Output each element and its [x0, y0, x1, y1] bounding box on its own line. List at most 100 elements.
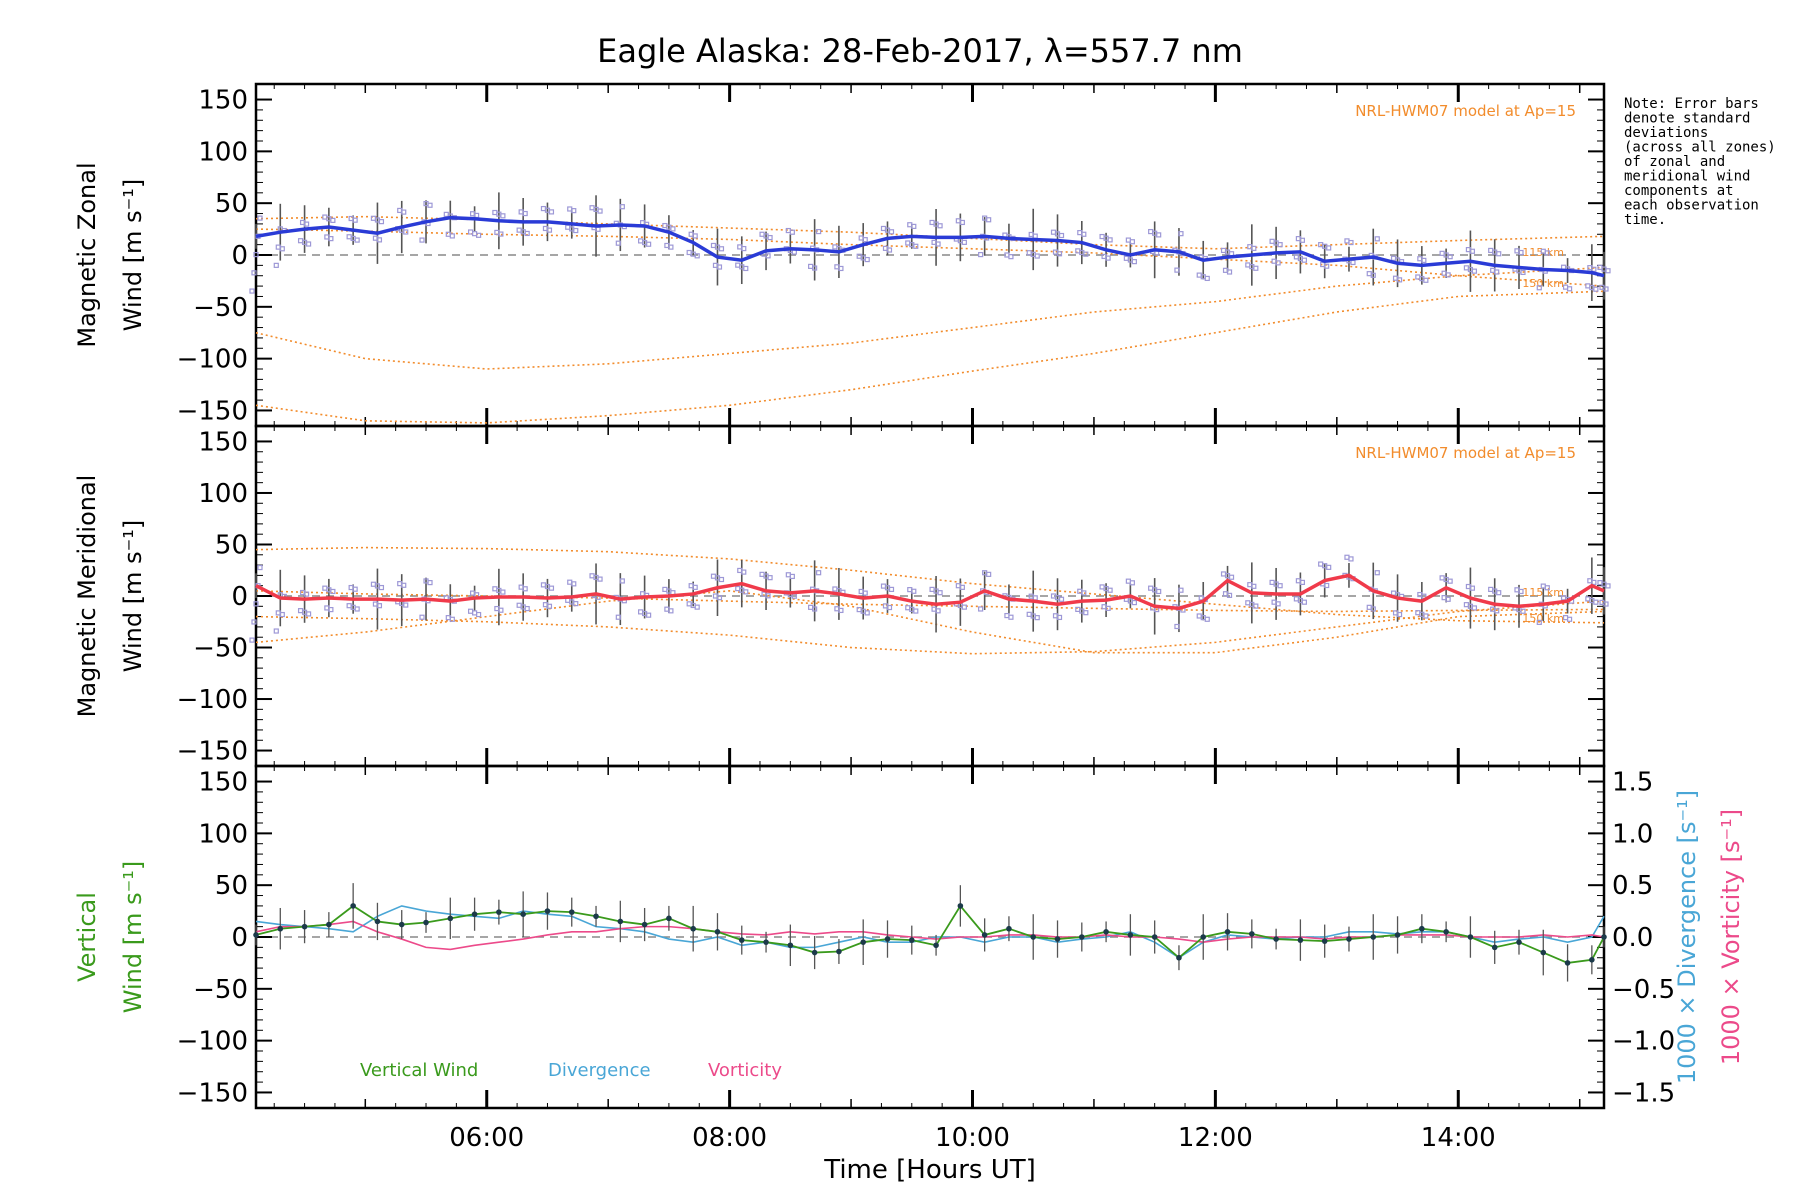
y-tick-label: −50 [193, 975, 248, 1005]
note-line: denote standard [1624, 111, 1750, 127]
wind-line [255, 215, 1605, 278]
vorticity-line [255, 920, 1605, 951]
vertical-wind-point [690, 925, 696, 932]
zone-sample [573, 227, 579, 234]
zone-sample [888, 229, 895, 235]
zone-sample [500, 589, 506, 595]
vertical-wind-point [301, 923, 308, 930]
zone-sample [1518, 588, 1524, 595]
vertical-wind-point [350, 903, 356, 909]
zone-sample [1083, 251, 1089, 257]
wind-line [255, 573, 1605, 611]
zone-sample [1536, 285, 1542, 291]
model-label: NRL-HWM07 model at Ap=15 [1355, 444, 1576, 462]
zone-sample [1032, 595, 1038, 601]
vertical-wind-point [1127, 932, 1134, 938]
zone-sample [1301, 257, 1307, 263]
zone-sample [978, 606, 984, 612]
vertical-wind-point [1151, 934, 1158, 940]
zone-sample [1324, 263, 1330, 269]
zone-sample [328, 606, 334, 613]
note-line: Note: Error bars [1624, 96, 1759, 112]
vertical-wind-point [423, 919, 429, 926]
zone-sample [1471, 605, 1478, 611]
zone-sample [376, 237, 383, 243]
zone-sample [986, 217, 992, 223]
zone-sample [1105, 605, 1111, 611]
zone-sample [694, 604, 700, 610]
zone-sample [419, 237, 425, 243]
zone-sample [692, 584, 698, 590]
zone-sample [1253, 603, 1259, 609]
model-label: NRL-HWM07 model at Ap=15 [1355, 102, 1576, 120]
zone-sample [765, 253, 771, 259]
zone-sample [1253, 265, 1259, 271]
zone-sample [716, 264, 723, 270]
zone-sample [1081, 231, 1087, 237]
y-tick-label: −150 [177, 737, 248, 767]
zone-sample [1374, 236, 1380, 242]
zone-sample [741, 569, 747, 575]
zone-sample [1034, 615, 1040, 621]
vertical-wind-point [811, 949, 818, 956]
zone-sample [1566, 286, 1573, 292]
model-curve [255, 600, 1605, 655]
vertical-wind-point [617, 918, 624, 925]
vertical-wind-point [1249, 931, 1255, 937]
zone-sample [1520, 269, 1526, 276]
zone-sample [522, 586, 528, 592]
note-line: of zonal and [1624, 154, 1725, 170]
zone-sample [571, 581, 577, 587]
legend-entry: Vertical Wind [360, 1060, 478, 1081]
y-axis-label: Wind [m s⁻¹] [119, 861, 147, 1013]
vertical-wind-point [496, 909, 502, 915]
chart-title: Eagle Alaska: 28-Feb-2017, λ=557.7 nm [597, 32, 1243, 70]
zone-sample [1032, 233, 1038, 239]
zone-sample [1591, 579, 1597, 586]
vertical-wind-point [1370, 934, 1377, 940]
y-tick-label: 50 [215, 189, 248, 219]
y-axis-label: Magnetic Meridional [73, 475, 101, 718]
zone-sample [1496, 251, 1502, 257]
y-tick-label: 50 [215, 530, 248, 560]
vertical-wind-point [1516, 939, 1522, 945]
zone-sample [1603, 601, 1609, 607]
vertical-wind-point [253, 932, 259, 938]
zone-sample [401, 582, 407, 588]
zone-sample [1348, 239, 1354, 246]
zone-sample [1178, 231, 1184, 237]
zone-sample [1008, 254, 1014, 260]
vertical-wind-point [836, 948, 842, 955]
y-tick-label: 100 [198, 819, 248, 849]
y-tick-label: −100 [177, 685, 248, 715]
zone-sample [1423, 613, 1429, 619]
model-curve [255, 290, 1605, 424]
zone-sample [959, 219, 965, 226]
y-tick-label: 0 [231, 241, 248, 271]
vertical-wind-point [1176, 954, 1182, 961]
zone-sample [670, 226, 676, 232]
zone-sample [249, 637, 255, 643]
zone-sample [492, 586, 498, 592]
zone-sample [403, 602, 409, 608]
zone-sample [257, 564, 263, 571]
legend-entry: Divergence [548, 1060, 651, 1081]
zone-sample [1536, 619, 1542, 625]
zone-sample [1447, 578, 1453, 584]
y-tick-label: −50 [193, 293, 248, 323]
zone-sample [1226, 269, 1233, 275]
zone-sample [253, 251, 259, 258]
y-tick-label: 50 [215, 871, 248, 901]
zone-sample [1593, 599, 1599, 605]
zone-sample [297, 238, 304, 244]
zone-sample [1083, 610, 1089, 616]
vertical-wind-point [1419, 925, 1425, 932]
zone-sample [1421, 257, 1427, 263]
y2-tick-label: 1.0 [1612, 819, 1653, 849]
zone-sample [1174, 267, 1180, 273]
x-tick-label: 08:00 [692, 1123, 767, 1153]
zone-sample [1129, 580, 1135, 586]
note-line: deviations [1624, 125, 1708, 141]
meridional-panel: 150 100 50 0 −50 −100 −150 Magnetic Meridional W… [73, 424, 1611, 768]
